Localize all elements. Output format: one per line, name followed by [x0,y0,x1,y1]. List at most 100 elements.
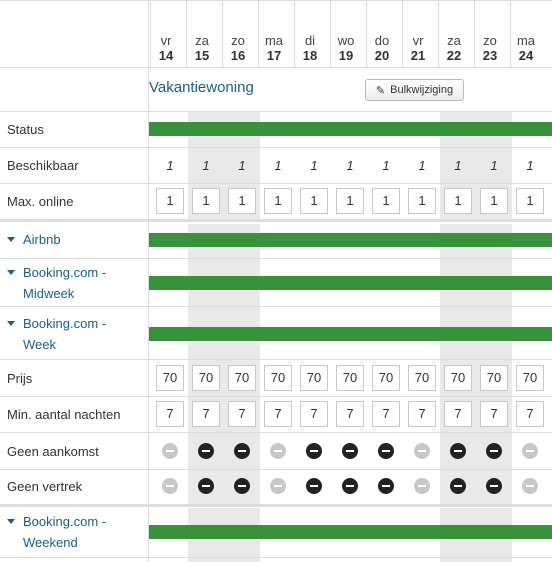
no-departure-toggle-icon[interactable] [486,478,502,494]
max-online-input[interactable]: 1 [480,188,508,214]
row-divider [0,258,552,259]
price-input[interactable]: 70 [264,365,292,391]
bulk-edit-button[interactable]: ✎ Bulkwijziging [365,79,464,101]
row-label-beschikbaar: Beschikbaar [7,158,79,173]
chevron-down-icon[interactable] [7,321,15,326]
price-input[interactable]: 70 [228,365,256,391]
channel-booking-week-line1[interactable]: Booking.com - [23,316,107,331]
no-departure-toggle-icon[interactable] [450,478,466,494]
channel-booking-midweek-line2[interactable]: Midweek [23,286,75,301]
channel-booking-weekend-line1[interactable]: Booking.com - [23,514,107,529]
row-label-prijs: Prijs [7,371,33,386]
channel-booking-week-line2[interactable]: Week [23,337,56,352]
chevron-down-icon[interactable] [7,270,15,275]
min-nights-input[interactable]: 7 [336,401,364,427]
label-column-divider [148,0,149,562]
status-bar [149,122,552,136]
day-of-week: di [304,33,316,48]
min-nights-input[interactable]: 7 [372,401,400,427]
max-online-input[interactable]: 1 [264,188,292,214]
no-departure-toggle-icon[interactable] [306,478,322,494]
day-of-week: zo [231,33,245,48]
day-of-week: zo [483,33,497,48]
price-input[interactable]: 70 [192,365,220,391]
max-online-input[interactable]: 1 [408,188,436,214]
no-arrival-toggle-icon[interactable] [162,443,178,459]
day-number: 21 [410,48,426,63]
price-input[interactable]: 70 [408,365,436,391]
day-number: 15 [194,48,210,63]
no-departure-toggle-icon[interactable] [198,478,214,494]
property-title[interactable]: Vakantiewoning [149,79,254,96]
price-input[interactable]: 70 [516,365,544,391]
no-arrival-toggle-icon[interactable] [522,443,538,459]
no-arrival-toggle-icon[interactable] [450,443,466,459]
price-input[interactable]: 70 [300,365,328,391]
no-arrival-toggle-icon[interactable] [414,443,430,459]
header-column-divider [222,0,223,68]
row-divider [0,67,552,68]
no-departure-toggle-icon[interactable] [162,478,178,494]
price-input[interactable]: 70 [156,365,184,391]
no-arrival-toggle-icon[interactable] [198,443,214,459]
channel-booking-weekend-line2[interactable]: Weekend [23,535,78,550]
header-column-divider [510,0,511,68]
no-departure-toggle-icon[interactable] [378,478,394,494]
min-nights-input[interactable]: 7 [228,401,256,427]
row-divider [0,111,552,112]
day-of-week: za [447,33,461,48]
price-input[interactable]: 70 [444,365,472,391]
day-header: do 20 [364,33,400,63]
min-nights-input[interactable]: 7 [444,401,472,427]
no-departure-toggle-icon[interactable] [414,478,430,494]
max-online-input[interactable]: 1 [300,188,328,214]
header-column-divider [330,0,331,68]
header-column-divider [474,0,475,68]
min-nights-input[interactable]: 7 [192,401,220,427]
max-online-input[interactable]: 1 [516,188,544,214]
no-arrival-toggle-icon[interactable] [378,443,394,459]
header-column-divider [402,0,403,68]
availability-value: 1 [310,158,318,173]
header-column-divider [294,0,295,68]
no-arrival-toggle-icon[interactable] [234,443,250,459]
channel-booking-midweek-line1[interactable]: Booking.com - [23,265,107,280]
no-departure-toggle-icon[interactable] [270,478,286,494]
max-online-input[interactable]: 1 [228,188,256,214]
no-arrival-toggle-icon[interactable] [486,443,502,459]
price-input[interactable]: 70 [336,365,364,391]
no-arrival-toggle-icon[interactable] [342,443,358,459]
header-column-divider [366,0,367,68]
no-departure-toggle-icon[interactable] [342,478,358,494]
min-nights-input[interactable]: 7 [408,401,436,427]
chevron-down-icon[interactable] [7,519,15,524]
max-online-input[interactable]: 1 [372,188,400,214]
max-online-input[interactable]: 1 [156,188,184,214]
row-divider [0,469,552,470]
chevron-down-icon[interactable] [7,237,15,242]
no-arrival-toggle-icon[interactable] [306,443,322,459]
min-nights-input[interactable]: 7 [264,401,292,427]
no-arrival-toggle-icon[interactable] [270,443,286,459]
price-input[interactable]: 70 [480,365,508,391]
max-online-input[interactable]: 1 [192,188,220,214]
row-divider [0,0,552,1]
day-header: wo 19 [328,33,364,63]
max-online-input[interactable]: 1 [444,188,472,214]
channel-airbnb[interactable]: Airbnb [23,232,61,247]
min-nights-input[interactable]: 7 [516,401,544,427]
min-nights-input[interactable]: 7 [300,401,328,427]
availability-value: 1 [346,158,354,173]
max-online-input[interactable]: 1 [336,188,364,214]
day-of-week: do [374,33,390,48]
availability-value: 1 [274,158,282,173]
no-departure-toggle-icon[interactable] [522,478,538,494]
price-input[interactable]: 70 [372,365,400,391]
no-departure-toggle-icon[interactable] [234,478,250,494]
availability-value: 1 [238,158,246,173]
day-header: za 15 [184,33,220,63]
header-column-divider [150,0,151,68]
min-nights-input[interactable]: 7 [480,401,508,427]
availability-value: 1 [418,158,426,173]
min-nights-input[interactable]: 7 [156,401,184,427]
